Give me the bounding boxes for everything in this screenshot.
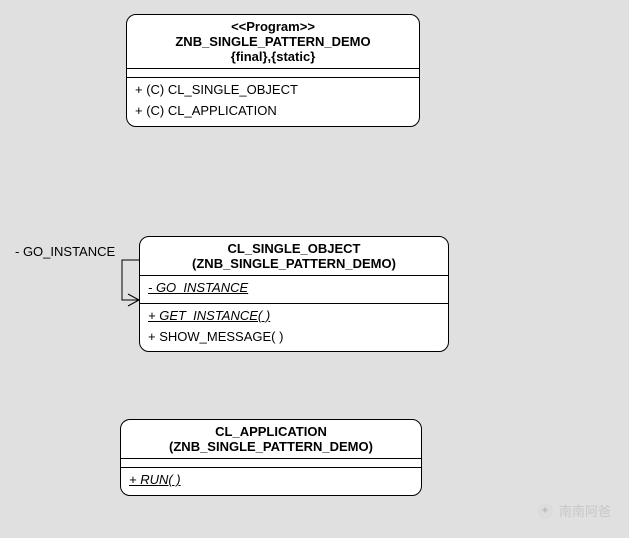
class-container: (ZNB_SINGLE_PATTERN_DEMO) bbox=[148, 256, 440, 271]
uml-class-application: CL_APPLICATION (ZNB_SINGLE_PATTERN_DEMO)… bbox=[120, 419, 422, 496]
class-header: CL_SINGLE_OBJECT (ZNB_SINGLE_PATTERN_DEM… bbox=[140, 237, 448, 275]
operation: + GET_INSTANCE( ) bbox=[148, 306, 440, 327]
operation: + RUN( ) bbox=[129, 470, 413, 491]
operations-compartment: + GET_INSTANCE( ) + SHOW_MESSAGE( ) bbox=[140, 304, 448, 352]
uml-class-single-object: CL_SINGLE_OBJECT (ZNB_SINGLE_PATTERN_DEM… bbox=[139, 236, 449, 352]
wechat-icon: ✦ bbox=[537, 503, 553, 519]
class-header: CL_APPLICATION (ZNB_SINGLE_PATTERN_DEMO) bbox=[121, 420, 421, 458]
operations-compartment: + RUN( ) bbox=[121, 468, 421, 495]
class-name: CL_SINGLE_OBJECT bbox=[148, 241, 440, 256]
watermark: ✦ 南南阿爸 bbox=[537, 501, 611, 520]
class-container: (ZNB_SINGLE_PATTERN_DEMO) bbox=[129, 439, 413, 454]
watermark-text: 南南阿爸 bbox=[559, 501, 611, 520]
attribute: - GO_INSTANCE bbox=[148, 278, 440, 299]
operation: + SHOW_MESSAGE( ) bbox=[148, 327, 440, 348]
class-name: CL_APPLICATION bbox=[129, 424, 413, 439]
empty-compartment bbox=[121, 459, 421, 467]
attributes-compartment: - GO_INSTANCE bbox=[140, 276, 448, 303]
